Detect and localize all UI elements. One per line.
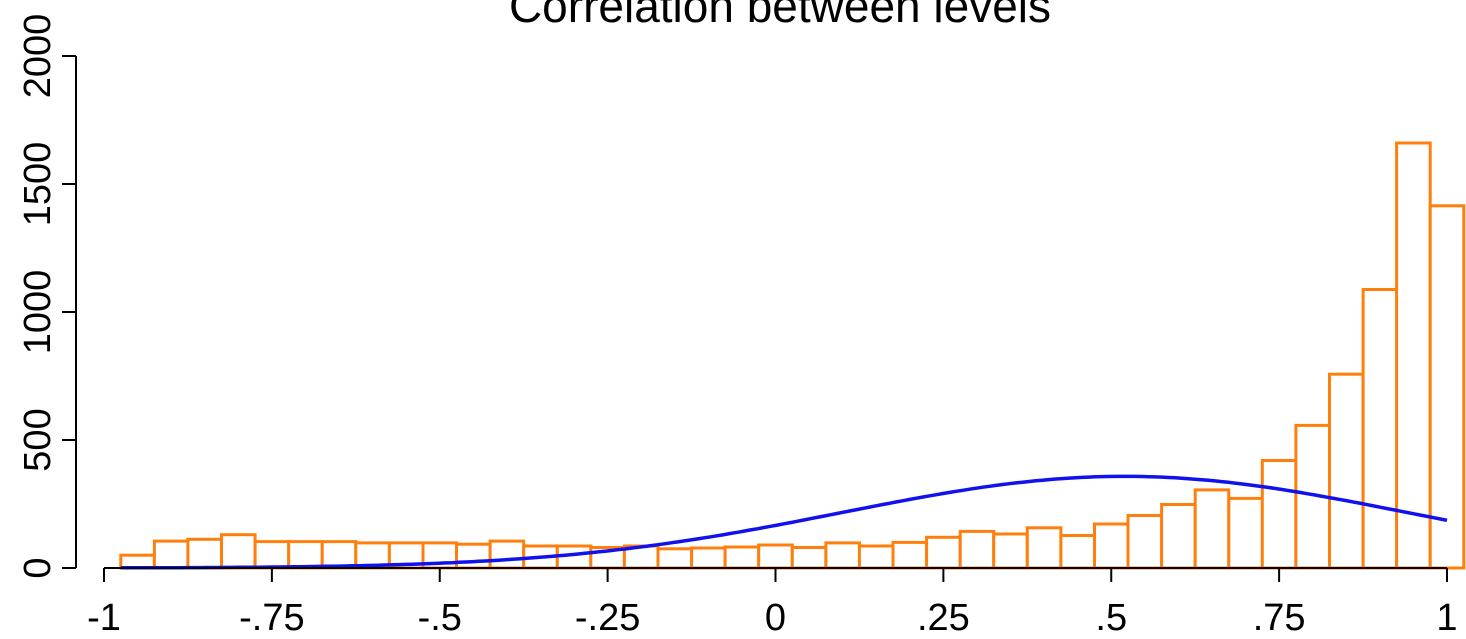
histogram-bar-26 <box>958 529 996 570</box>
histogram-bar-27 <box>992 532 1029 570</box>
histogram-bar-21 <box>790 546 828 570</box>
x-tick-label-1: -1 <box>87 597 121 639</box>
histogram-bar-32 <box>1160 503 1197 570</box>
histogram-bar-4 <box>220 533 257 570</box>
histogram-bar-17 <box>656 547 694 570</box>
histogram-bar-3 <box>186 537 223 570</box>
density-curve <box>120 474 1448 570</box>
x-tick-label-9: 1 <box>1436 597 1457 639</box>
histogram-bar-20 <box>757 543 794 570</box>
histogram-bar-34 <box>1227 496 1264 570</box>
histogram-bar-33 <box>1193 488 1231 570</box>
histogram-bar-29 <box>1059 534 1097 570</box>
histogram-bar-22 <box>824 541 862 570</box>
histogram-bar-30 <box>1093 522 1130 570</box>
x-tick-label-8: .75 <box>1253 597 1306 639</box>
histogram-bar-19 <box>723 545 761 570</box>
y-tick-label-1: 0 <box>17 557 59 578</box>
histogram-bar-37 <box>1328 372 1365 570</box>
x-axis: -1 -.75 -.5 -.25 0 .25 .5 .75 1 <box>87 567 1458 639</box>
histogram-bar-31 <box>1126 514 1164 570</box>
histogram-bar-39 <box>1395 141 1432 570</box>
histogram-bar-38 <box>1361 288 1399 570</box>
histogram-bar-35 <box>1260 459 1298 570</box>
y-tick-label-5: 2000 <box>17 14 59 99</box>
x-tick-label-7: .5 <box>1095 597 1127 639</box>
histogram-bar-24 <box>891 540 929 570</box>
histogram-bar-5 <box>253 540 291 570</box>
x-tick-label-2: -.75 <box>239 597 304 639</box>
histogram-bar-7 <box>320 540 358 570</box>
y-tick-label-4: 1500 <box>17 142 59 227</box>
histogram-bar-28 <box>1025 526 1063 570</box>
y-tick-label-2: 500 <box>17 408 59 471</box>
histogram-bar-12 <box>488 539 526 570</box>
histogram-bar-40 <box>1428 204 1466 570</box>
histogram-bar-6 <box>287 540 324 570</box>
histogram-bar-11 <box>455 542 492 570</box>
y-tick-label-3: 1000 <box>17 270 59 355</box>
histogram-bar-2 <box>152 539 190 570</box>
histogram-bar-18 <box>690 546 727 570</box>
histogram-bar-25 <box>925 535 962 570</box>
x-tick-label-5: 0 <box>765 597 786 639</box>
x-tick-label-6: .25 <box>917 597 970 639</box>
bars-layer <box>119 141 1466 570</box>
x-tick-label-4: -.25 <box>575 597 640 639</box>
histogram-bar-23 <box>857 544 895 570</box>
x-tick-label-3: -.5 <box>418 597 462 639</box>
curve-layer <box>120 474 1448 570</box>
chart-title: Correlation between levels <box>509 0 1051 32</box>
y-axis: 0 500 1000 1500 2000 <box>17 14 77 579</box>
